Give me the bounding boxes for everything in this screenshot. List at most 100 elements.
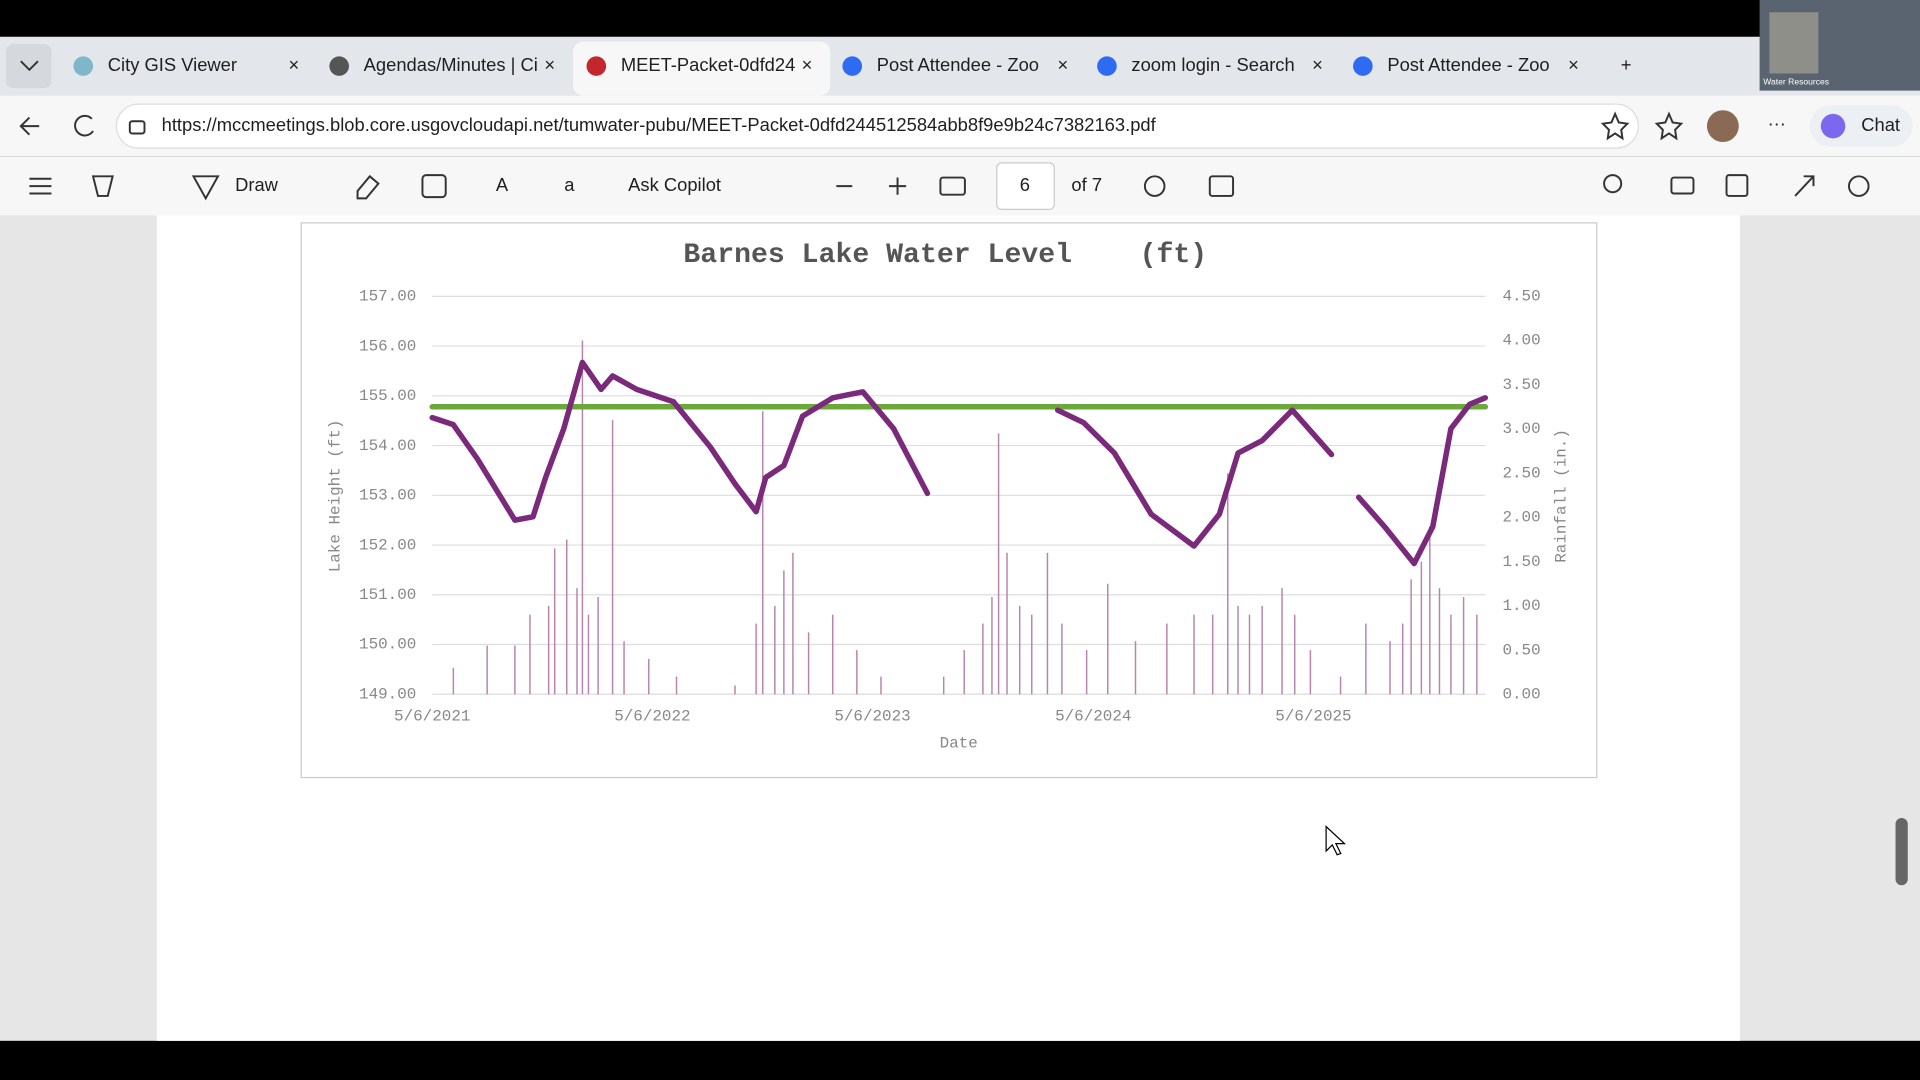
tab-title[interactable]: Post Attendee - Zoo — [1387, 54, 1549, 75]
profile-button[interactable] — [1706, 110, 1739, 143]
zoom-in-button[interactable] — [888, 177, 907, 195]
rainfall-bar — [1389, 641, 1391, 695]
rainfall-bar — [1237, 605, 1239, 695]
rainfall-bar — [1401, 623, 1404, 695]
rainfall-bar — [734, 685, 736, 695]
chevron-icon — [20, 60, 39, 72]
new-tab-button[interactable]: + — [1621, 54, 1632, 75]
rainfall-bar — [1462, 597, 1465, 695]
tab-close[interactable]: × — [289, 54, 300, 75]
read-aloud-button[interactable]: A — [496, 174, 509, 195]
rainfall-bar — [792, 552, 794, 695]
rainfall-bar — [597, 597, 599, 695]
tab-icon — [842, 56, 863, 76]
tab-list-button[interactable] — [6, 44, 52, 89]
rainfall-bar — [856, 650, 858, 695]
scrollbar-thumb[interactable] — [1895, 817, 1908, 886]
rotate-button[interactable] — [1143, 175, 1166, 197]
rainfall-bar — [576, 588, 578, 695]
rainfall-bar — [675, 676, 678, 695]
tab-title[interactable]: MEET-Packet-0dfd24 — [621, 54, 795, 75]
draw-icon[interactable] — [191, 175, 220, 201]
tab-close[interactable]: × — [1568, 54, 1579, 75]
contents-button[interactable] — [29, 177, 52, 195]
rainfall-bar — [1339, 676, 1342, 695]
fullscreen-button[interactable] — [1794, 175, 1815, 197]
rainfall-bar — [774, 605, 776, 695]
rainfall-bar — [1420, 561, 1423, 695]
search-button[interactable] — [1603, 174, 1623, 194]
tab-close[interactable]: × — [1057, 54, 1068, 75]
rainfall-bar — [1476, 614, 1478, 695]
x-tick-label: 5/6/2025 — [1275, 708, 1351, 726]
rainfall-bar — [1429, 526, 1431, 695]
save-button[interactable] — [1725, 174, 1749, 197]
fit-button[interactable] — [939, 176, 966, 196]
favorites-button[interactable] — [1654, 111, 1684, 141]
favorite-button[interactable] — [1600, 111, 1630, 141]
rainfall-bar — [1061, 623, 1063, 695]
webcam-label: Water Resources — [1763, 76, 1829, 86]
page-number[interactable]: 6 — [1020, 174, 1030, 195]
rainfall-bar — [755, 623, 757, 695]
rainfall-bar — [1309, 650, 1312, 695]
rainfall-bar — [1107, 583, 1109, 695]
address-field[interactable] — [115, 103, 1639, 149]
y-axis-label: Lake Height (ft) — [327, 420, 345, 573]
y-tick-label: 149.00 — [359, 685, 416, 703]
level-line — [429, 359, 1489, 567]
tab-title[interactable]: City GIS Viewer — [108, 54, 237, 75]
rainfall-bar — [1085, 650, 1088, 695]
tab-close[interactable]: × — [802, 54, 813, 75]
rainfall-bar — [982, 623, 984, 695]
rainfall-bar — [648, 658, 650, 695]
rainfall-bar — [587, 614, 590, 695]
back-button[interactable] — [19, 116, 40, 136]
tab-title[interactable]: Post Attendee - Zoo — [877, 54, 1039, 75]
tab-icon — [586, 56, 607, 76]
page-field[interactable] — [996, 162, 1055, 210]
tab-close[interactable]: × — [544, 54, 555, 75]
menu-button[interactable]: ··· — [1768, 113, 1786, 134]
chart-frame — [300, 222, 1598, 779]
rainfall-bar — [1438, 588, 1441, 695]
lock-icon — [128, 120, 146, 135]
print-button[interactable] — [1670, 176, 1695, 195]
translate-button[interactable]: a — [564, 174, 575, 195]
tab-close[interactable]: × — [1312, 54, 1323, 75]
reload-button[interactable] — [74, 114, 94, 137]
x-tick-label: 5/6/2023 — [834, 708, 910, 726]
tab-title[interactable]: Agendas/Minutes | Ci — [364, 54, 538, 75]
rainfall-bar — [514, 645, 516, 695]
active-tab[interactable] — [573, 41, 831, 96]
erase-button[interactable] — [356, 174, 380, 200]
pdf-toolbar — [0, 156, 1920, 216]
tab-icon — [329, 56, 349, 76]
y-tick-label: 157.00 — [359, 288, 416, 306]
rainfall-bar — [1031, 614, 1033, 695]
y2-tick-label: 3.50 — [1502, 376, 1540, 394]
ask-copilot-button[interactable]: Ask Copilot — [628, 174, 721, 195]
rainfall-bar — [997, 433, 1000, 695]
y2-tick-label: 2.00 — [1502, 509, 1540, 527]
rainfall-bar — [566, 539, 568, 695]
highlight-button[interactable] — [91, 175, 114, 197]
y-tick-label: 156.00 — [359, 337, 416, 355]
y2-tick-label: 4.00 — [1502, 332, 1540, 350]
rainfall-bar — [1166, 623, 1168, 695]
rainfall-bar — [529, 614, 531, 695]
draw-button[interactable]: Draw — [235, 174, 279, 195]
chat-label: Chat — [1861, 114, 1900, 135]
tab-title[interactable]: zoom login - Search — [1131, 54, 1294, 75]
y2-tick-label: 3.00 — [1502, 420, 1540, 438]
url[interactable]: https://mccmeetings.blob.core.usgovcloud… — [162, 114, 1157, 135]
settings-button[interactable] — [1848, 175, 1870, 197]
rainfall-bar — [581, 340, 584, 695]
text-button[interactable] — [421, 174, 447, 199]
page-view-button[interactable] — [1208, 175, 1235, 197]
y2-tick-label: 0.00 — [1502, 685, 1540, 703]
rainfall-bar — [963, 650, 965, 695]
rainfall-bar — [1227, 473, 1229, 695]
chart: Barnes Lake Water Level (ft) Date Lake H… — [327, 240, 1571, 752]
rainfall-bar — [1410, 579, 1412, 695]
